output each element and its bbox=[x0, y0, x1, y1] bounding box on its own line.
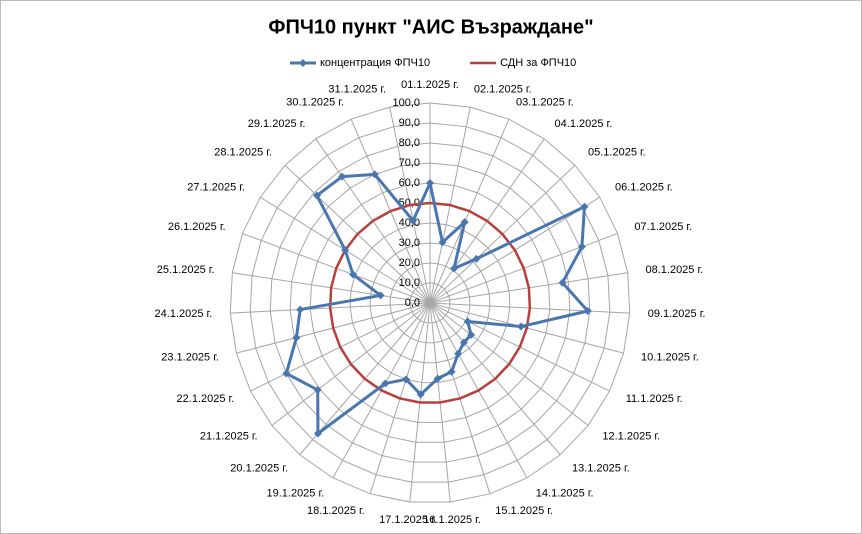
marker bbox=[402, 375, 411, 384]
marker bbox=[338, 172, 347, 181]
category-label: 02.1.2025 г. bbox=[474, 83, 532, 95]
r-tick-label: 30,0 bbox=[399, 237, 420, 249]
grid-ring bbox=[349, 222, 511, 384]
marker bbox=[282, 369, 291, 378]
marker bbox=[447, 367, 456, 376]
marker bbox=[438, 238, 447, 247]
legend-label: концентрация ФПЧ10 bbox=[320, 57, 430, 69]
marker bbox=[558, 278, 567, 287]
marker bbox=[583, 307, 592, 316]
category-label: 24.1.2025 г. bbox=[155, 308, 213, 320]
category-label: 13.1.2025 г. bbox=[572, 462, 630, 474]
category-label: 27.1.2025 г. bbox=[187, 182, 245, 194]
grid-ring bbox=[309, 182, 551, 423]
category-label: 08.1.2025 г. bbox=[645, 264, 703, 276]
category-label: 20.1.2025 г. bbox=[230, 462, 288, 474]
marker bbox=[381, 379, 390, 388]
category-label: 15.1.2025 г. bbox=[495, 505, 553, 517]
category-label: 14.1.2025 г. bbox=[536, 488, 594, 500]
series-line bbox=[284, 172, 590, 436]
category-label: 01.1.2025 г. bbox=[401, 79, 459, 91]
category-label: 05.1.2025 г. bbox=[588, 147, 646, 159]
category-label: 10.1.2025 г. bbox=[641, 352, 699, 364]
r-tick-label: 20,0 bbox=[399, 257, 420, 269]
marker bbox=[463, 317, 472, 326]
marker bbox=[313, 429, 322, 438]
grid-ring bbox=[289, 162, 571, 443]
marker bbox=[460, 218, 469, 227]
category-label: 06.1.2025 г. bbox=[615, 182, 673, 194]
marker bbox=[341, 246, 350, 255]
marker bbox=[580, 202, 589, 211]
marker bbox=[376, 291, 385, 300]
category-label: 19.1.2025 г. bbox=[266, 488, 324, 500]
marker bbox=[313, 385, 322, 394]
category-label: 12.1.2025 г. bbox=[602, 430, 660, 442]
marker bbox=[472, 254, 481, 263]
category-label: 25.1.2025 г. bbox=[157, 264, 215, 276]
series-line bbox=[328, 201, 532, 404]
category-label: 30.1.2025 г. bbox=[286, 97, 344, 109]
marker bbox=[296, 305, 305, 314]
category-label: 31.1.2025 г. bbox=[328, 83, 386, 95]
grid-ring bbox=[409, 282, 451, 324]
category-label: 16.1.2025 г. bbox=[423, 514, 481, 526]
category-label: 28.1.2025 г. bbox=[214, 147, 272, 159]
marker bbox=[516, 322, 525, 331]
r-tick-label: 40,0 bbox=[399, 217, 420, 229]
marker bbox=[449, 264, 458, 273]
r-tick-label: 60,0 bbox=[399, 177, 420, 189]
grid-ring bbox=[269, 142, 591, 463]
grid-ring bbox=[229, 102, 631, 503]
marker bbox=[349, 270, 358, 279]
r-tick-label: 90,0 bbox=[399, 117, 420, 129]
r-tick-label: 0,0 bbox=[405, 297, 420, 309]
marker bbox=[426, 179, 434, 187]
marker bbox=[370, 170, 379, 179]
category-label: 21.1.2025 г. bbox=[200, 430, 258, 442]
chart-title: ФПЧ10 пункт "АИС Възраждане" bbox=[268, 16, 593, 38]
marker bbox=[416, 390, 425, 399]
legend-label: СДН за ФПЧ10 bbox=[500, 57, 576, 69]
marker bbox=[409, 216, 418, 225]
legend-marker bbox=[299, 59, 307, 67]
marker bbox=[433, 374, 442, 383]
marker bbox=[459, 338, 468, 347]
category-label: 22.1.2025 г. bbox=[177, 393, 235, 405]
marker bbox=[467, 330, 476, 339]
category-label: 07.1.2025 г. bbox=[634, 221, 692, 233]
category-label: 09.1.2025 г. bbox=[648, 308, 706, 320]
category-label: 29.1.2025 г. bbox=[248, 118, 306, 130]
grid-ring bbox=[389, 262, 471, 344]
marker bbox=[292, 333, 301, 342]
marker bbox=[577, 242, 586, 251]
category-label: 11.1.2025 г. bbox=[626, 393, 683, 405]
grid-ring bbox=[369, 242, 491, 364]
category-label: 18.1.2025 г. bbox=[307, 505, 365, 517]
r-tick-label: 70,0 bbox=[399, 157, 420, 169]
category-label: 26.1.2025 г. bbox=[168, 221, 226, 233]
r-tick-label: 80,0 bbox=[399, 137, 420, 149]
category-label: 03.1.2025 г. bbox=[516, 97, 574, 109]
marker bbox=[312, 191, 321, 200]
category-label: 04.1.2025 г. bbox=[555, 118, 613, 130]
marker bbox=[454, 349, 463, 358]
r-tick-label: 100,0 bbox=[392, 97, 420, 109]
category-label: 17.1.2025 г. bbox=[379, 514, 437, 526]
r-tick-label: 10,0 bbox=[399, 277, 420, 289]
category-label: 23.1.2025 г. bbox=[161, 352, 219, 364]
